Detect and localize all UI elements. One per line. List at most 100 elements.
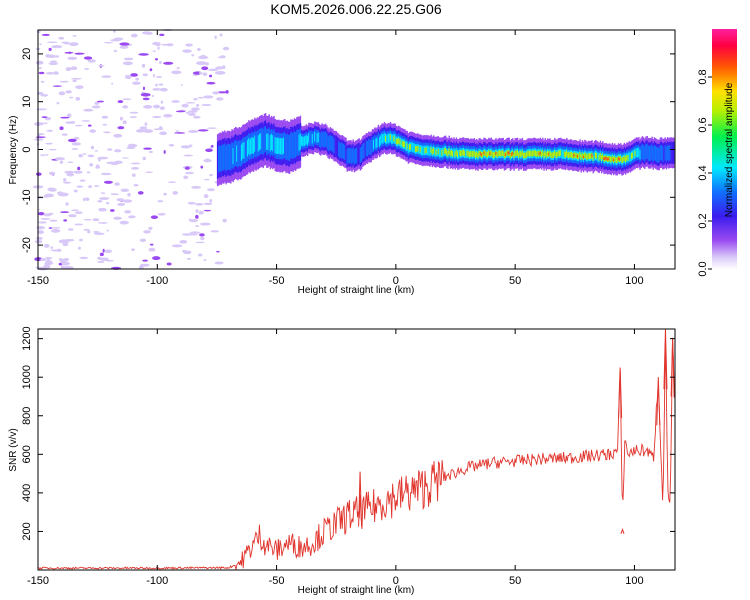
noise-patch [122, 98, 132, 101]
noise-patch [199, 233, 205, 237]
noise-patch [131, 173, 136, 177]
ridge-cell [216, 141, 219, 179]
ridge-cell [455, 149, 458, 156]
noise-patch [78, 154, 83, 158]
ridge-cell [538, 152, 540, 156]
noise-patch [119, 116, 123, 121]
ridge-cell [443, 148, 446, 155]
ridge-cell [261, 127, 263, 154]
noise-patch [182, 249, 186, 253]
ridge-cell [621, 157, 623, 164]
noise-patch [84, 67, 90, 70]
noise-patch [142, 263, 150, 267]
ridge-cell [264, 126, 267, 153]
ridge-cell [608, 157, 610, 161]
ridge-cell [657, 147, 659, 163]
ridge-cell [298, 134, 300, 151]
ridge-cell [268, 127, 270, 154]
noise-patch [122, 105, 129, 109]
noise-patch [195, 209, 199, 213]
ridge-cell [291, 132, 293, 159]
noise-patch [74, 223, 83, 226]
ridge-cell [392, 134, 394, 144]
noise-patch [105, 201, 110, 205]
noise-patch [122, 61, 134, 66]
ridge-cell [309, 130, 311, 147]
ridge-cell [663, 142, 665, 165]
noise-patch [117, 126, 125, 130]
ridge-cell [242, 142, 244, 160]
ridge-cell [273, 128, 275, 155]
ridge-cell [542, 150, 544, 156]
ridge-cell [614, 155, 616, 162]
noise-patch [40, 61, 43, 65]
ridge-cell [534, 150, 537, 157]
noise-patch [181, 103, 189, 108]
ridge-cell [400, 138, 402, 148]
noise-patch [135, 77, 140, 81]
ridge-cell [431, 149, 434, 155]
ridge-cell [260, 133, 262, 150]
noise-patch [46, 257, 50, 262]
colorbar-tick-label: 0.0 [697, 261, 709, 276]
noise-patch [180, 84, 183, 87]
ridge-cell [669, 145, 671, 161]
ridge-cell [441, 149, 443, 156]
ridge-cell [365, 140, 368, 156]
ridge-cell [546, 150, 549, 157]
ridge-cell [647, 145, 650, 161]
noise-patch [193, 98, 198, 101]
ridge-cell [276, 137, 279, 155]
noise-patch [63, 181, 71, 184]
ridge-cell [398, 138, 400, 144]
noise-patch [68, 42, 79, 47]
noise-patch [73, 136, 80, 140]
ridge-cell [287, 134, 290, 161]
noise-patch [93, 232, 105, 235]
noise-patch [157, 213, 166, 216]
y-tick-label: 1200 [21, 326, 33, 350]
noise-patch [197, 129, 209, 132]
noise-patch [46, 129, 54, 132]
ridge-cell [552, 152, 555, 159]
y-tick-label: 800 [21, 407, 33, 425]
ridge-cell [341, 142, 344, 159]
noise-patch [137, 191, 144, 195]
ridge-cell [478, 150, 480, 157]
noise-patch [97, 156, 109, 160]
ridge-cell [255, 131, 257, 158]
ridge-cell [360, 146, 363, 162]
ridge-cell [310, 130, 312, 146]
ridge-cell [284, 132, 286, 159]
noise-patch [77, 166, 81, 171]
ridge-cell [434, 147, 436, 157]
x-tick-label: 50 [509, 575, 521, 587]
noise-patch [202, 72, 208, 76]
noise-patch [81, 120, 91, 122]
ridge-cell [335, 135, 338, 158]
noise-patch [187, 233, 198, 236]
ridge-cell [275, 137, 278, 154]
noise-patch [127, 192, 131, 197]
noise-patch [196, 103, 200, 107]
noise-patch [158, 83, 164, 86]
noise-patch [113, 37, 124, 41]
ridge-cell [243, 142, 245, 159]
noise-patch [103, 180, 113, 184]
noise-patch [72, 79, 77, 82]
ridge-cell [473, 150, 476, 157]
noise-patch [45, 260, 53, 264]
x-tick-label: -50 [269, 575, 285, 587]
noise-patch [48, 171, 56, 175]
ridge-cell [582, 155, 585, 159]
snr-spike [620, 527, 625, 535]
ridge-cell [630, 153, 633, 159]
ridge-cell [236, 145, 238, 162]
ridge-cell [375, 138, 377, 149]
noise-patch [84, 197, 90, 202]
noise-patch [113, 49, 117, 53]
noise-patch [64, 170, 75, 174]
ridge-cell [417, 145, 419, 152]
ridge-cell [629, 152, 632, 163]
noise-patch [215, 66, 224, 70]
